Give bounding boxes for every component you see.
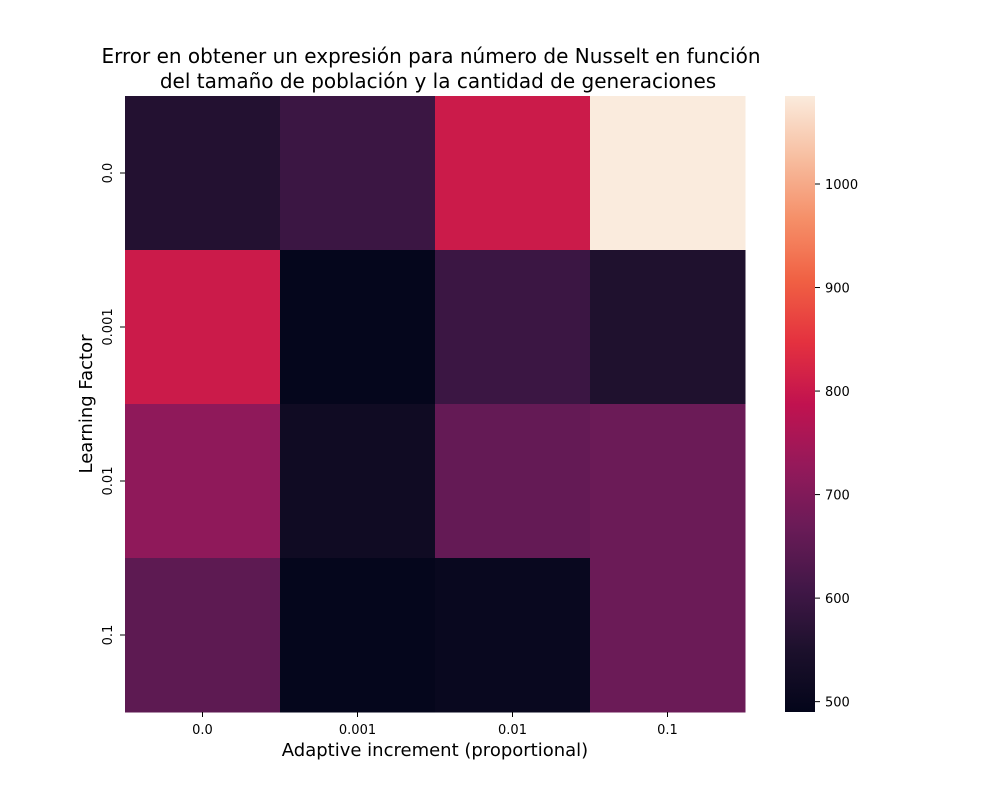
x-axis-label: Adaptive increment (proportional) [282,740,588,761]
heatmap-cell [590,96,746,251]
heatmap-cell [280,558,436,713]
colorbar-tick-label: 500 [825,696,850,711]
x-tick-label: 0.1 [657,723,678,738]
colorbar [785,96,815,712]
y-tick-label: 0.1 [101,625,116,646]
y-axis-ticks: 0.0 0.001 0.01 0.1 [101,163,125,646]
heatmap-cell [435,404,591,559]
colorbar-ticks: 500 600 700 800 900 1000 [815,178,858,711]
heatmap-cell [280,96,436,251]
heatmap-cell [280,404,436,559]
heatmap-cell [590,250,746,405]
y-axis-label: Learning Factor [76,334,97,474]
heatmap-cell [125,96,281,251]
heatmap-cell [125,558,281,713]
colorbar-tick-label: 700 [825,489,850,504]
y-tick-label: 0.01 [101,467,116,496]
heatmap-cell [125,404,281,559]
colorbar-tick-label: 900 [825,282,850,297]
heatmap-cell [590,404,746,559]
x-axis-ticks: 0.0 0.001 0.01 0.1 [192,712,678,738]
heatmap-cell [435,558,591,713]
heatmap-cell [125,250,281,405]
heatmap-cell [435,250,591,405]
chart-title-line-2: del tamaño de población y la cantidad de… [160,69,716,93]
y-tick-label: 0.0 [101,163,116,184]
colorbar-tick-label: 1000 [825,178,858,193]
y-tick-label: 0.001 [101,308,116,345]
heatmap-cell [280,250,436,405]
heatmap-cells [125,96,746,713]
heatmap-cell [590,558,746,713]
x-tick-label: 0.0 [192,723,213,738]
colorbar-tick-label: 600 [825,592,850,607]
x-tick-label: 0.001 [339,723,376,738]
colorbar-tick-label: 800 [825,385,850,400]
heatmap-cell [435,96,591,251]
x-tick-label: 0.01 [498,723,527,738]
chart-title-line-1: Error en obtener un expresión para númer… [101,44,760,68]
